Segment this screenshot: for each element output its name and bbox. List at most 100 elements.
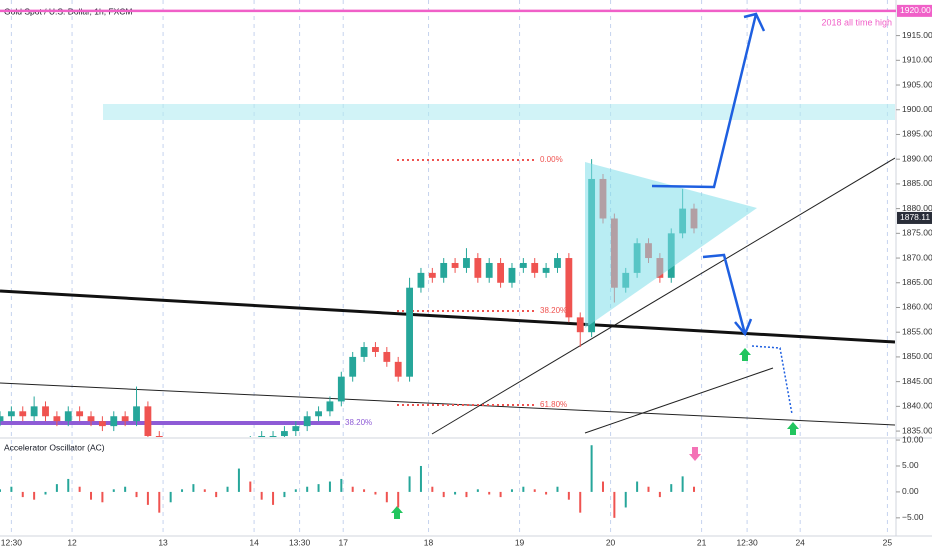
oscillator-bar <box>101 491 104 503</box>
x-tick-label: 17 <box>338 537 348 547</box>
candle-body <box>576 317 584 333</box>
y-tick-label: −5.00 <box>902 512 924 522</box>
oscillator-bar <box>272 491 275 505</box>
candle-body <box>30 406 38 417</box>
oscillator-bar <box>590 445 593 492</box>
oscillator-bar <box>522 486 525 492</box>
axes: 12:30 12 13 14 13:30 17 18 19 20 21 12:30 24 25 1835.… <box>0 4 932 547</box>
candle-body <box>565 258 573 318</box>
annotation: 2018 all time high <box>821 17 892 27</box>
oscillator-bar <box>647 486 650 492</box>
oscillator-bar <box>33 491 36 500</box>
oscillator-bar <box>510 489 513 492</box>
oscillator-bar <box>567 491 570 500</box>
y-tick-label: 1905.00 <box>902 79 932 89</box>
oscillator-bar <box>454 491 457 495</box>
oscillator-bar <box>306 486 309 492</box>
trend-line <box>431 157 895 435</box>
oscillator-bar <box>613 491 616 518</box>
oscillator-bar <box>431 486 434 492</box>
candle-body <box>292 426 300 432</box>
oscillator-bar <box>579 491 582 513</box>
candle-body <box>497 262 505 283</box>
x-tick-label: 25 <box>883 537 893 547</box>
oscillator-bar <box>283 491 286 498</box>
x-tick-label: 24 <box>795 537 805 547</box>
y-tick-label: 1910.00 <box>902 55 932 65</box>
signal-down <box>689 447 701 461</box>
oscillator-bar <box>44 491 47 495</box>
x-tick-label: 12:30 <box>1 537 23 547</box>
oscillator-pane <box>0 445 696 518</box>
oscillator-bar <box>10 486 13 492</box>
oscillator-bar <box>146 491 149 505</box>
y-tick-label: 1875.00 <box>902 228 932 238</box>
last-price-tag <box>897 211 932 224</box>
candle-body <box>110 416 118 427</box>
fib-label: 0.00% <box>540 155 563 164</box>
arrow <box>702 253 747 335</box>
candle-body <box>417 272 425 288</box>
oscillator-bar <box>533 489 536 492</box>
candle-body <box>53 416 61 422</box>
candle-body <box>485 262 493 278</box>
oscillator-bar <box>215 491 218 498</box>
oscillator-bar <box>465 491 468 498</box>
fib-label: 61.80% <box>540 400 567 409</box>
oscillator-bar <box>681 476 684 492</box>
fib-label: 38.20% <box>540 306 567 315</box>
candle-body <box>372 347 379 352</box>
oscillator-bar <box>374 491 377 495</box>
x-tick-label: 12 <box>67 537 77 547</box>
candle-body <box>428 272 436 278</box>
y-tick-label: 1840.00 <box>902 401 932 411</box>
y-tick-label: 1870.00 <box>902 252 932 262</box>
oscillator-bar <box>169 491 172 503</box>
signal-up <box>739 348 751 361</box>
oscillator-bar <box>340 478 343 492</box>
oscillator-bar <box>21 491 24 498</box>
level-tag <box>897 4 932 17</box>
arrow <box>751 345 793 415</box>
oscillator-bar <box>78 486 81 492</box>
y-tick-label: 1865.00 <box>902 277 932 287</box>
resistance-zone <box>103 104 895 120</box>
candle-body <box>98 421 106 427</box>
oscillator-bar <box>670 484 673 492</box>
candle-body <box>258 436 266 437</box>
oscillator-bar <box>317 484 320 492</box>
x-tick-label: 12:30 <box>736 537 758 547</box>
candle-body <box>474 258 482 278</box>
oscillator-bar <box>397 491 400 508</box>
oscillator-bar <box>476 489 479 492</box>
oscillator-bar <box>556 486 559 492</box>
candle-body <box>463 258 470 268</box>
candle-body <box>326 401 334 412</box>
y-tick-label: 0.00 <box>902 486 919 496</box>
candle-body <box>383 351 391 362</box>
y-tick-label: 10.00 <box>902 434 924 444</box>
oscillator-bar <box>158 491 161 513</box>
arrow <box>651 13 758 189</box>
candle-body <box>337 376 345 402</box>
oscillator-bar <box>192 484 195 492</box>
oscillator-bar <box>226 486 229 492</box>
candle-body <box>281 431 288 437</box>
candle-body <box>42 406 49 417</box>
candle-body <box>76 411 84 417</box>
y-tick-label: 1880.00 <box>902 203 932 213</box>
y-tick-label: 1845.00 <box>902 376 932 386</box>
candle-body <box>269 436 277 437</box>
oscillator-bar <box>203 489 206 492</box>
y-tick-label: 1835.00 <box>902 425 932 435</box>
oscillator-bar <box>249 481 252 492</box>
candle-body <box>144 406 152 437</box>
x-tick-label: 18 <box>424 537 434 547</box>
oscillator-bar <box>499 491 502 498</box>
arrowhead <box>734 318 753 337</box>
candle-body <box>87 416 95 422</box>
trend-line <box>584 367 774 434</box>
oscillator-bar <box>135 491 138 498</box>
oscillator-bar <box>112 489 115 492</box>
y-tick-label: 1895.00 <box>902 129 932 139</box>
